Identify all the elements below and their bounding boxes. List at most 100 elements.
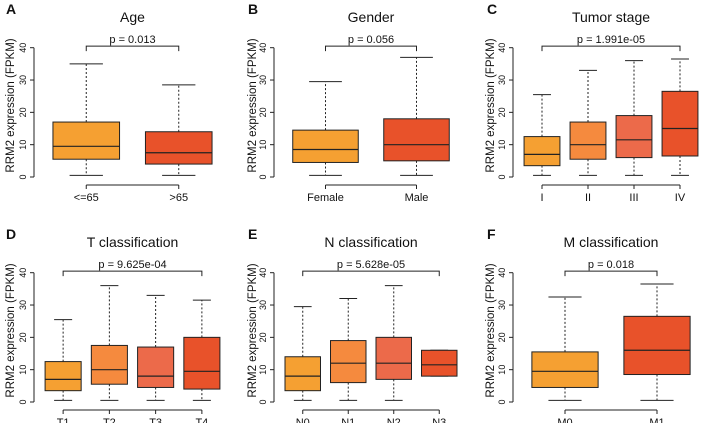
y-axis-label: RRM2 expression (FPKM): [247, 38, 259, 172]
significance-bracket: [85, 45, 180, 52]
y-tick-label: 40: [497, 43, 507, 53]
x-tick-label: M1: [649, 417, 664, 423]
box-male: [383, 56, 450, 176]
y-tick-label: 20: [258, 107, 268, 117]
box-m1: [623, 283, 691, 401]
panel-letter: D: [6, 226, 16, 242]
y-tick-label: 30: [497, 75, 507, 85]
box-65: [144, 84, 213, 176]
box-iqr: [183, 336, 221, 390]
y-tick-label: 20: [497, 107, 507, 117]
panel-d: D T classification RRM2 expression (FPKM)0…: [5, 226, 221, 423]
y-tick-label: 0: [258, 174, 268, 179]
y-tick-label: 20: [258, 332, 268, 342]
p-value-label: p = 5.628e-05: [337, 259, 405, 271]
panel-title: M classification: [564, 234, 659, 250]
box-t1: [44, 319, 82, 401]
y-tick-label: 40: [18, 268, 28, 278]
y-tick-label: 30: [258, 300, 268, 310]
y-axis-label: RRM2 expression (FPKM): [5, 263, 17, 397]
panel-a: A Age RRM2 expression (FPKM)0 10 20 30 40 <=65 >…: [5, 1, 213, 204]
box-female: [292, 81, 359, 176]
y-tick-label: 40: [497, 268, 507, 278]
significance-bracket: [541, 45, 681, 52]
y-axis-label: RRM2 expression (FPKM): [485, 263, 497, 397]
y-tick-label: 0: [497, 174, 507, 179]
y-tick-label: 10: [18, 140, 28, 150]
x-tick-label: IV: [675, 192, 686, 204]
box-t3: [137, 294, 175, 401]
y-tick-label: 30: [258, 75, 268, 85]
box-iqr: [569, 121, 607, 160]
box-t4: [183, 299, 221, 401]
y-tick-label: 10: [497, 365, 507, 375]
x-tick-label: N0: [296, 417, 310, 423]
y-tick-label: 30: [18, 75, 28, 85]
panel-e: E N classification RRM2 expression (FPKM) 0…: [247, 226, 458, 423]
y-tick-label: 40: [18, 43, 28, 53]
panel-c: C Tumor stage RRM2 expression (FPKM)0 10 20 3…: [485, 1, 699, 204]
panel-b: B Gender RRM2 expression (FPKM) 0 10 20 30 40 Fe…: [247, 1, 450, 204]
x-tick-label: III: [629, 192, 638, 204]
x-tick-label: Male: [405, 192, 429, 204]
box-iqr: [531, 351, 599, 388]
box-iii: [615, 60, 653, 176]
panel-letter: A: [6, 1, 16, 17]
box-65: [52, 63, 121, 176]
box-iqr: [144, 131, 213, 165]
panel-title: N classification: [324, 234, 417, 250]
panel-f: F M classification RRM2 expression (FPKM)0…: [485, 226, 691, 423]
panel-title: Gender: [348, 9, 395, 25]
y-axis-label: RRM2 expression (FPKM): [485, 38, 497, 172]
box-n3: [421, 349, 458, 377]
p-value-label: p = 1.991e-05: [577, 34, 645, 46]
x-tick-label: N2: [387, 417, 401, 423]
x-tick-label: I: [540, 192, 543, 204]
y-tick-label: 10: [497, 140, 507, 150]
box-n2: [375, 285, 412, 401]
x-tick-label: T4: [195, 417, 208, 423]
y-tick-label: 0: [258, 399, 268, 404]
significance-bracket: [302, 270, 440, 277]
box-iqr: [90, 344, 128, 385]
y-axis-label: RRM2 expression (FPKM): [5, 38, 17, 172]
panel-letter: B: [248, 1, 258, 17]
x-tick-label: Female: [307, 192, 344, 204]
panel-letter: F: [487, 226, 496, 242]
panel-letter: E: [248, 226, 257, 242]
box-iqr: [292, 129, 359, 163]
y-tick-label: 0: [18, 399, 28, 404]
y-tick-label: 20: [497, 332, 507, 342]
p-value-label: p = 9.625e-04: [98, 259, 166, 271]
box-n1: [330, 298, 367, 401]
box-n0: [284, 306, 321, 401]
y-tick-label: 0: [18, 174, 28, 179]
box-iqr: [383, 118, 450, 162]
x-tick-label: T2: [103, 417, 116, 423]
y-tick-label: 10: [258, 140, 268, 150]
x-tick-label: M0: [557, 417, 572, 423]
box-iv: [661, 58, 699, 176]
box-iqr: [523, 136, 561, 167]
panel-letter: C: [487, 1, 497, 17]
x-tick-label: <=65: [74, 192, 99, 204]
y-tick-label: 40: [258, 43, 268, 53]
x-tick-label: N3: [432, 417, 446, 423]
x-tick-label: T3: [149, 417, 162, 423]
box-iqr: [623, 315, 691, 376]
y-tick-label: 20: [18, 332, 28, 342]
y-tick-label: 30: [497, 300, 507, 310]
box-iqr: [421, 349, 458, 377]
panel-title: Age: [120, 9, 145, 25]
p-value-label: p = 0.018: [588, 259, 634, 271]
significance-bracket: [62, 270, 203, 277]
p-value-label: p = 0.013: [109, 34, 155, 46]
y-tick-label: 30: [18, 300, 28, 310]
panel-title: T classification: [87, 234, 179, 250]
significance-bracket: [564, 270, 658, 277]
box-iqr: [661, 90, 699, 157]
box-iqr: [137, 346, 175, 388]
x-tick-label: II: [585, 192, 591, 204]
box-iqr: [330, 340, 367, 384]
